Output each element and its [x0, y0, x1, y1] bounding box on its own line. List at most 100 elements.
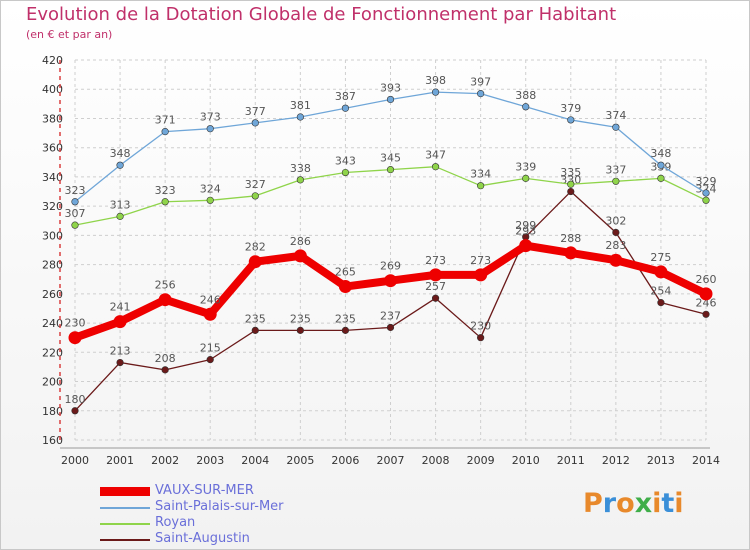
data-label: 334: [470, 168, 491, 181]
logo-letter: x: [634, 488, 653, 519]
data-point: [429, 268, 443, 282]
data-label: 213: [110, 345, 131, 358]
data-point: [564, 246, 578, 260]
data-point: [251, 192, 259, 200]
data-point: [341, 326, 350, 334]
data-label: 388: [515, 89, 536, 102]
data-point: [296, 176, 304, 184]
data-label: 327: [245, 178, 266, 191]
legend-label: Saint-Augustin: [155, 531, 250, 546]
data-point: [161, 128, 169, 136]
data-point: [522, 174, 530, 182]
proxiti-logo: Proxiti: [583, 488, 684, 519]
data-point: [293, 249, 307, 263]
data-point: [567, 180, 575, 188]
logo-letter: t: [661, 488, 675, 519]
legend-swatch: [100, 523, 150, 525]
data-label: 208: [155, 352, 176, 365]
data-label: 307: [65, 207, 86, 220]
y-tick-label: 340: [42, 171, 63, 184]
data-label: 348: [110, 147, 131, 160]
data-point: [206, 196, 214, 204]
y-tick-label: 160: [42, 434, 63, 447]
data-point: [116, 212, 124, 220]
data-label: 180: [65, 393, 86, 406]
legend-label: VAUX-SUR-MER: [155, 483, 254, 498]
data-label: 288: [560, 232, 581, 245]
data-point: [431, 88, 440, 96]
x-tick-label: 2009: [467, 454, 495, 467]
data-label: 397: [470, 76, 491, 89]
data-point: [296, 113, 304, 121]
y-tick-label: 420: [42, 54, 63, 67]
x-tick-label: 2008: [422, 454, 450, 467]
data-point: [116, 161, 124, 169]
y-tick-label: 240: [42, 317, 63, 330]
data-label: 275: [650, 251, 671, 264]
data-point: [386, 166, 395, 174]
logo-letter: P: [583, 488, 603, 519]
data-point: [477, 90, 485, 98]
data-point: [657, 299, 665, 307]
data-label: 324: [200, 182, 221, 195]
data-point: [251, 119, 259, 127]
data-point: [341, 168, 350, 177]
data-label: 269: [380, 260, 401, 273]
data-point: [474, 268, 488, 282]
data-point: [68, 331, 82, 345]
logo-letter: r: [602, 488, 617, 519]
logo-letter: i: [674, 488, 684, 519]
data-point: [251, 326, 259, 334]
data-point: [386, 95, 395, 104]
data-point: [431, 163, 440, 171]
data-label: 323: [65, 184, 86, 197]
data-point: [612, 177, 620, 185]
data-label: 387: [335, 90, 356, 103]
x-tick-label: 2006: [331, 454, 359, 467]
data-label: 254: [650, 285, 671, 298]
data-label: 246: [696, 296, 717, 309]
data-label: 283: [605, 239, 626, 252]
data-label: 379: [560, 102, 581, 115]
data-point: [384, 274, 397, 288]
data-label: 241: [110, 301, 131, 314]
data-point: [386, 323, 395, 332]
data-point: [71, 221, 79, 229]
data-label: 235: [335, 312, 356, 325]
data-label: 299: [515, 219, 536, 232]
data-label: 260: [696, 273, 717, 286]
data-label: 343: [335, 155, 356, 168]
data-label: 313: [110, 198, 131, 211]
y-tick-label: 200: [42, 376, 63, 389]
data-point: [71, 407, 79, 415]
data-label: 273: [425, 254, 446, 267]
data-point: [612, 228, 620, 237]
data-label: 256: [155, 279, 176, 292]
data-point: [702, 196, 710, 204]
x-tick-label: 2000: [61, 454, 89, 467]
data-label: 337: [605, 163, 626, 176]
data-point: [431, 294, 440, 302]
data-point: [161, 366, 169, 374]
data-point: [477, 182, 485, 190]
y-tick-label: 400: [42, 83, 63, 96]
data-label: 235: [290, 312, 311, 325]
data-point: [567, 116, 575, 124]
data-label: 323: [155, 184, 176, 197]
data-label: 371: [155, 114, 176, 127]
data-label: 293: [515, 225, 536, 238]
data-label: 381: [290, 99, 311, 112]
logo-letter: i: [652, 488, 662, 519]
data-label: 393: [380, 81, 401, 94]
x-tick-label: 2011: [557, 454, 585, 467]
data-label: 302: [605, 214, 626, 227]
legend-label: Royan: [155, 515, 196, 530]
legend-label: Saint-Palais-sur-Mer: [155, 499, 284, 514]
data-point: [657, 161, 665, 169]
y-tick-label: 280: [42, 259, 63, 272]
data-point: [654, 265, 668, 279]
data-label: 230: [65, 317, 86, 330]
data-point: [203, 307, 217, 321]
